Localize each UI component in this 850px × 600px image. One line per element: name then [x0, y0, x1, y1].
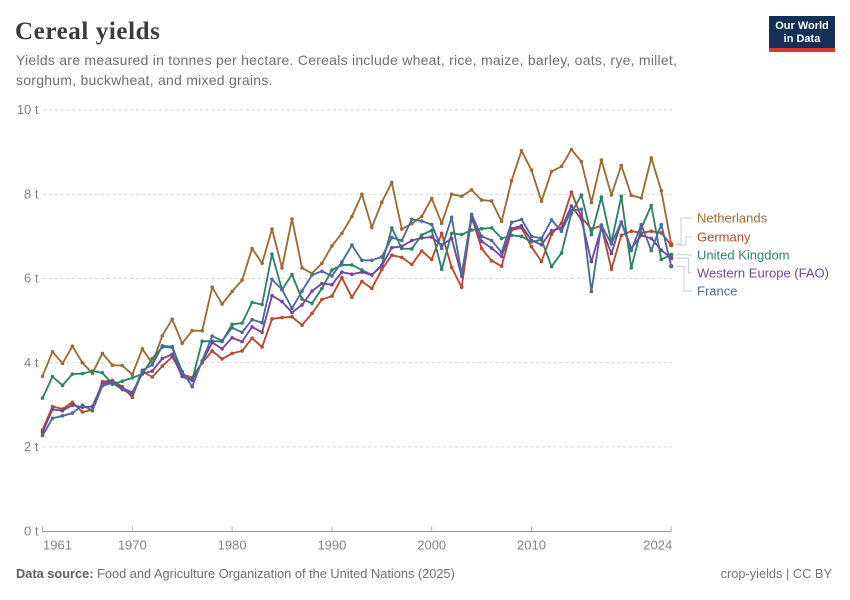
- svg-text:1990: 1990: [317, 538, 346, 553]
- svg-text:Western Europe (FAO): Western Europe (FAO): [697, 266, 829, 281]
- svg-text:2 t: 2 t: [24, 439, 39, 454]
- svg-text:6 t: 6 t: [24, 271, 39, 286]
- svg-text:Germany: Germany: [697, 230, 751, 245]
- svg-text:United Kingdom: United Kingdom: [697, 248, 790, 263]
- svg-text:0 t: 0 t: [24, 523, 39, 538]
- svg-text:10 t: 10 t: [17, 102, 39, 117]
- svg-text:8 t: 8 t: [24, 186, 39, 201]
- svg-text:1961: 1961: [43, 538, 72, 553]
- svg-text:2000: 2000: [417, 538, 446, 553]
- svg-text:Netherlands: Netherlands: [697, 211, 768, 226]
- svg-text:France: France: [697, 284, 737, 299]
- svg-text:2010: 2010: [517, 538, 546, 553]
- svg-text:4 t: 4 t: [24, 355, 39, 370]
- svg-text:2024: 2024: [643, 538, 672, 553]
- svg-text:1970: 1970: [118, 538, 147, 553]
- svg-text:1980: 1980: [218, 538, 247, 553]
